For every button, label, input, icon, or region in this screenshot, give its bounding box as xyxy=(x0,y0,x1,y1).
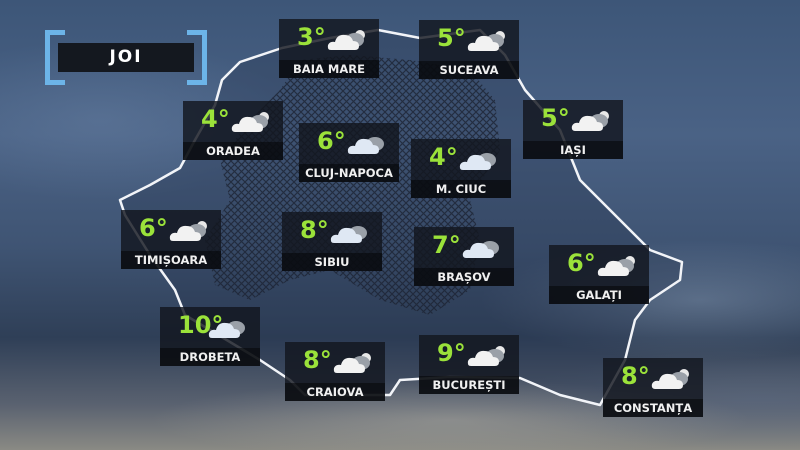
bracket-right xyxy=(187,30,207,85)
city-card: 5° IAȘI xyxy=(523,100,623,159)
city-card: 10° DROBETA xyxy=(160,307,260,366)
city-card: 4° ORADEA xyxy=(183,101,283,160)
day-title: JOI xyxy=(58,43,194,72)
city-card: 6° TIMIȘOARA xyxy=(121,210,221,269)
city-name: M. CIUC xyxy=(411,180,511,198)
partly-cloudy-icon xyxy=(571,111,609,131)
city-temperature: 8° xyxy=(303,346,332,374)
city-temperature: 7° xyxy=(432,231,461,259)
partly-cloudy-icon xyxy=(467,31,505,51)
partly-cloudy-icon xyxy=(597,256,635,276)
city-name: SUCEAVA xyxy=(419,61,519,79)
city-name: CONSTANȚA xyxy=(603,399,703,417)
city-card: 8° CONSTANȚA xyxy=(603,358,703,417)
partly-cloudy-icon xyxy=(333,353,371,373)
city-card: 7° BRAȘOV xyxy=(414,227,514,286)
partly-cloudy-icon xyxy=(651,369,689,389)
cloudy-icon xyxy=(330,226,367,243)
city-name: BAIA MARE xyxy=(279,60,379,78)
city-name: DROBETA xyxy=(160,348,260,366)
city-temperature: 6° xyxy=(567,249,596,277)
city-name: GALAȚI xyxy=(549,286,649,304)
city-card: 8° CRAIOVA xyxy=(285,342,385,401)
city-name: CRAIOVA xyxy=(285,383,385,401)
cloudy-icon xyxy=(459,153,496,170)
city-name: SIBIU xyxy=(282,253,382,271)
city-card: 8° SIBIU xyxy=(282,212,382,271)
bracket-left xyxy=(45,30,65,85)
city-card: 6° GALAȚI xyxy=(549,245,649,304)
partly-cloudy-icon xyxy=(231,112,269,132)
country-border xyxy=(118,28,684,407)
city-temperature: 4° xyxy=(201,105,230,133)
partly-cloudy-icon xyxy=(169,221,207,241)
city-temperature: 5° xyxy=(541,104,570,132)
city-card: 9° BUCUREȘTI xyxy=(419,335,519,394)
city-temperature: 8° xyxy=(300,216,329,244)
cloudy-icon xyxy=(462,241,499,258)
cloudy-icon xyxy=(208,321,245,338)
partly-cloudy-icon xyxy=(467,346,505,366)
city-card: 3° BAIA MARE xyxy=(279,19,379,78)
city-temperature: 6° xyxy=(317,127,346,155)
city-temperature: 6° xyxy=(139,214,168,242)
city-temperature: 5° xyxy=(437,24,466,52)
city-card: 6° CLUJ-NAPOCA xyxy=(299,123,399,182)
city-temperature: 9° xyxy=(437,339,466,367)
city-temperature: 3° xyxy=(297,23,326,51)
city-name: ORADEA xyxy=(183,142,283,160)
partly-cloudy-icon xyxy=(327,30,365,50)
city-name: CLUJ-NAPOCA xyxy=(299,164,399,182)
city-name: IAȘI xyxy=(523,141,623,159)
city-name: TIMIȘOARA xyxy=(121,251,221,269)
city-card: 5° SUCEAVA xyxy=(419,20,519,79)
city-name: BRAȘOV xyxy=(414,268,514,286)
cloudy-icon xyxy=(347,137,384,154)
city-temperature: 8° xyxy=(621,362,650,390)
city-name: BUCUREȘTI xyxy=(419,376,519,394)
city-temperature: 4° xyxy=(429,143,458,171)
city-card: 4° M. CIUC xyxy=(411,139,511,198)
day-label: JOI xyxy=(45,30,207,85)
